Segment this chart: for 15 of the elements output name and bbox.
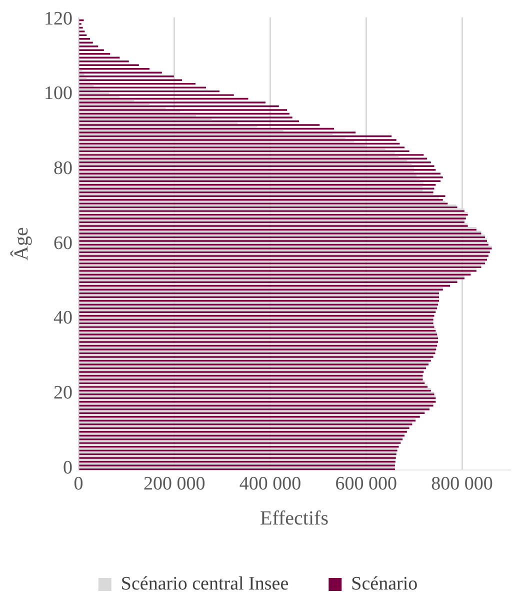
y-tick-label: 120 [44, 8, 72, 30]
y-tick-label: 20 [54, 382, 72, 404]
y-tick-label: 100 [44, 83, 72, 104]
legend-label: Scénario central Insee [120, 573, 289, 594]
x-axis-title: Effectifs [260, 507, 329, 530]
y-tick-label: 80 [54, 158, 72, 179]
x-tick-label: 400 000 [239, 474, 302, 495]
x-tick-label: 600 000 [335, 474, 398, 495]
legend-label: Scénario [351, 573, 418, 594]
x-tick-label: 800 000 [431, 474, 493, 495]
x-tick-label: 200 000 [144, 474, 206, 495]
y-tick-label: 0 [63, 457, 72, 478]
y-tick-label: 40 [54, 308, 72, 329]
y-axis-title: Âge [9, 227, 32, 260]
y-tick-label: 60 [54, 232, 72, 254]
